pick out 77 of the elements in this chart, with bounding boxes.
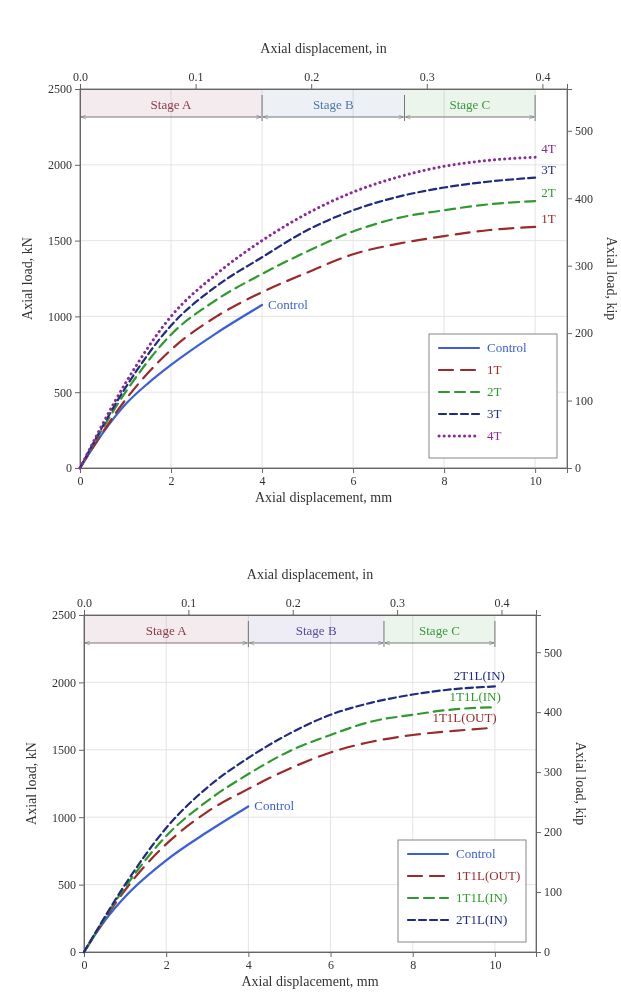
- band-label: Stage B: [312, 97, 355, 112]
- x2-tick-label: 0.0: [77, 596, 92, 610]
- y-tick-label: 0: [66, 461, 72, 476]
- y-tick-label: 2000: [48, 158, 72, 173]
- x2-tick-label: 0.1: [188, 70, 204, 84]
- y2-tick-label: 300: [544, 765, 562, 780]
- x-tick-label: 4: [259, 473, 266, 488]
- y-tick-label: 2000: [52, 675, 76, 690]
- band-label: Stage A: [145, 623, 188, 638]
- x-tick-label: 8: [441, 473, 448, 488]
- legend-label: 1T1L(IN): [456, 890, 508, 905]
- x-tick-label: 2: [163, 957, 170, 972]
- legend-label: 2T1L(IN): [456, 912, 508, 927]
- y-tick-label: 1000: [48, 309, 72, 324]
- band-label: Stage C: [419, 623, 460, 638]
- band-label: Stage A: [150, 97, 193, 112]
- band-label: Stage B: [295, 623, 337, 638]
- text: 3T: [541, 161, 556, 177]
- text: Control: [268, 297, 308, 313]
- y2-tick-label: 200: [544, 825, 562, 840]
- text: 2T1L(IN): [453, 668, 505, 684]
- y-axis-title: Axial load, kN: [20, 237, 35, 320]
- text: 4T: [541, 141, 556, 157]
- legend-label: Control: [456, 846, 497, 861]
- x-tick-label: 8: [410, 957, 417, 972]
- x2-tick-label: 0.3: [390, 596, 406, 610]
- x-tick-label: 6: [328, 957, 335, 972]
- x2-axis-title: Axial displacement, in: [260, 41, 387, 56]
- text: 1T1L(IN): [449, 689, 501, 705]
- legend-label: Control: [487, 340, 528, 355]
- y2-tick-label: 500: [575, 124, 593, 139]
- y-tick-label: 500: [54, 385, 72, 400]
- x-axis-title: Axial displacement, mm: [241, 974, 379, 989]
- x2-tick-label: 0.4: [535, 70, 551, 84]
- x-axis-title: Axial displacement, mm: [254, 490, 393, 505]
- legend-label: 3T: [487, 406, 502, 421]
- x-tick-label: 6: [350, 473, 357, 488]
- x2-tick-label: 0.2: [304, 70, 320, 84]
- x2-tick-label: 0.3: [419, 70, 435, 84]
- y2-tick-label: 500: [544, 645, 562, 660]
- legend-label: 2T: [487, 384, 502, 399]
- x-tick-label: 10: [489, 957, 502, 972]
- x-tick-label: 0: [81, 957, 88, 972]
- y-tick-label: 2500: [48, 82, 72, 97]
- x-tick-label: 4: [245, 957, 252, 972]
- y-tick-label: 1500: [48, 233, 72, 248]
- x-tick-label: 2: [168, 473, 175, 488]
- text: 2T: [541, 185, 556, 201]
- x2-tick-label: 0.2: [285, 596, 301, 610]
- x2-tick-label: 0.1: [181, 596, 197, 610]
- legend-label: 1T1L(OUT): [456, 868, 521, 883]
- legend-label: 4T: [487, 428, 502, 443]
- y2-tick-label: 0: [575, 461, 581, 476]
- text: 1T1L(OUT): [432, 710, 497, 726]
- y2-axis-title: Axial load, kip: [604, 236, 619, 321]
- y2-tick-label: 300: [575, 259, 593, 274]
- text: 1T: [541, 210, 556, 226]
- y2-axis-title: Axial load, kip: [573, 741, 588, 826]
- y-tick-label: 1500: [52, 743, 76, 758]
- y2-tick-label: 400: [575, 191, 593, 206]
- y2-tick-label: 100: [575, 393, 593, 408]
- y2-tick-label: 0: [544, 945, 550, 960]
- x2-tick-label: 0.4: [494, 596, 510, 610]
- y-tick-label: 0: [70, 945, 76, 960]
- x-tick-label: 10: [529, 473, 542, 488]
- y-tick-label: 2500: [52, 608, 76, 623]
- text: Control: [254, 798, 295, 814]
- legend-label: 1T: [487, 362, 502, 377]
- y2-tick-label: 400: [544, 705, 562, 720]
- y2-tick-label: 100: [544, 885, 562, 900]
- y2-tick-label: 200: [575, 326, 593, 341]
- y-axis-title: Axial load, kN: [24, 742, 39, 825]
- x2-axis-title: Axial displacement, in: [246, 567, 374, 582]
- y-tick-label: 1000: [52, 810, 76, 825]
- band-label: Stage C: [449, 97, 491, 112]
- x2-tick-label: 0.0: [73, 70, 88, 84]
- y-tick-label: 500: [58, 877, 76, 892]
